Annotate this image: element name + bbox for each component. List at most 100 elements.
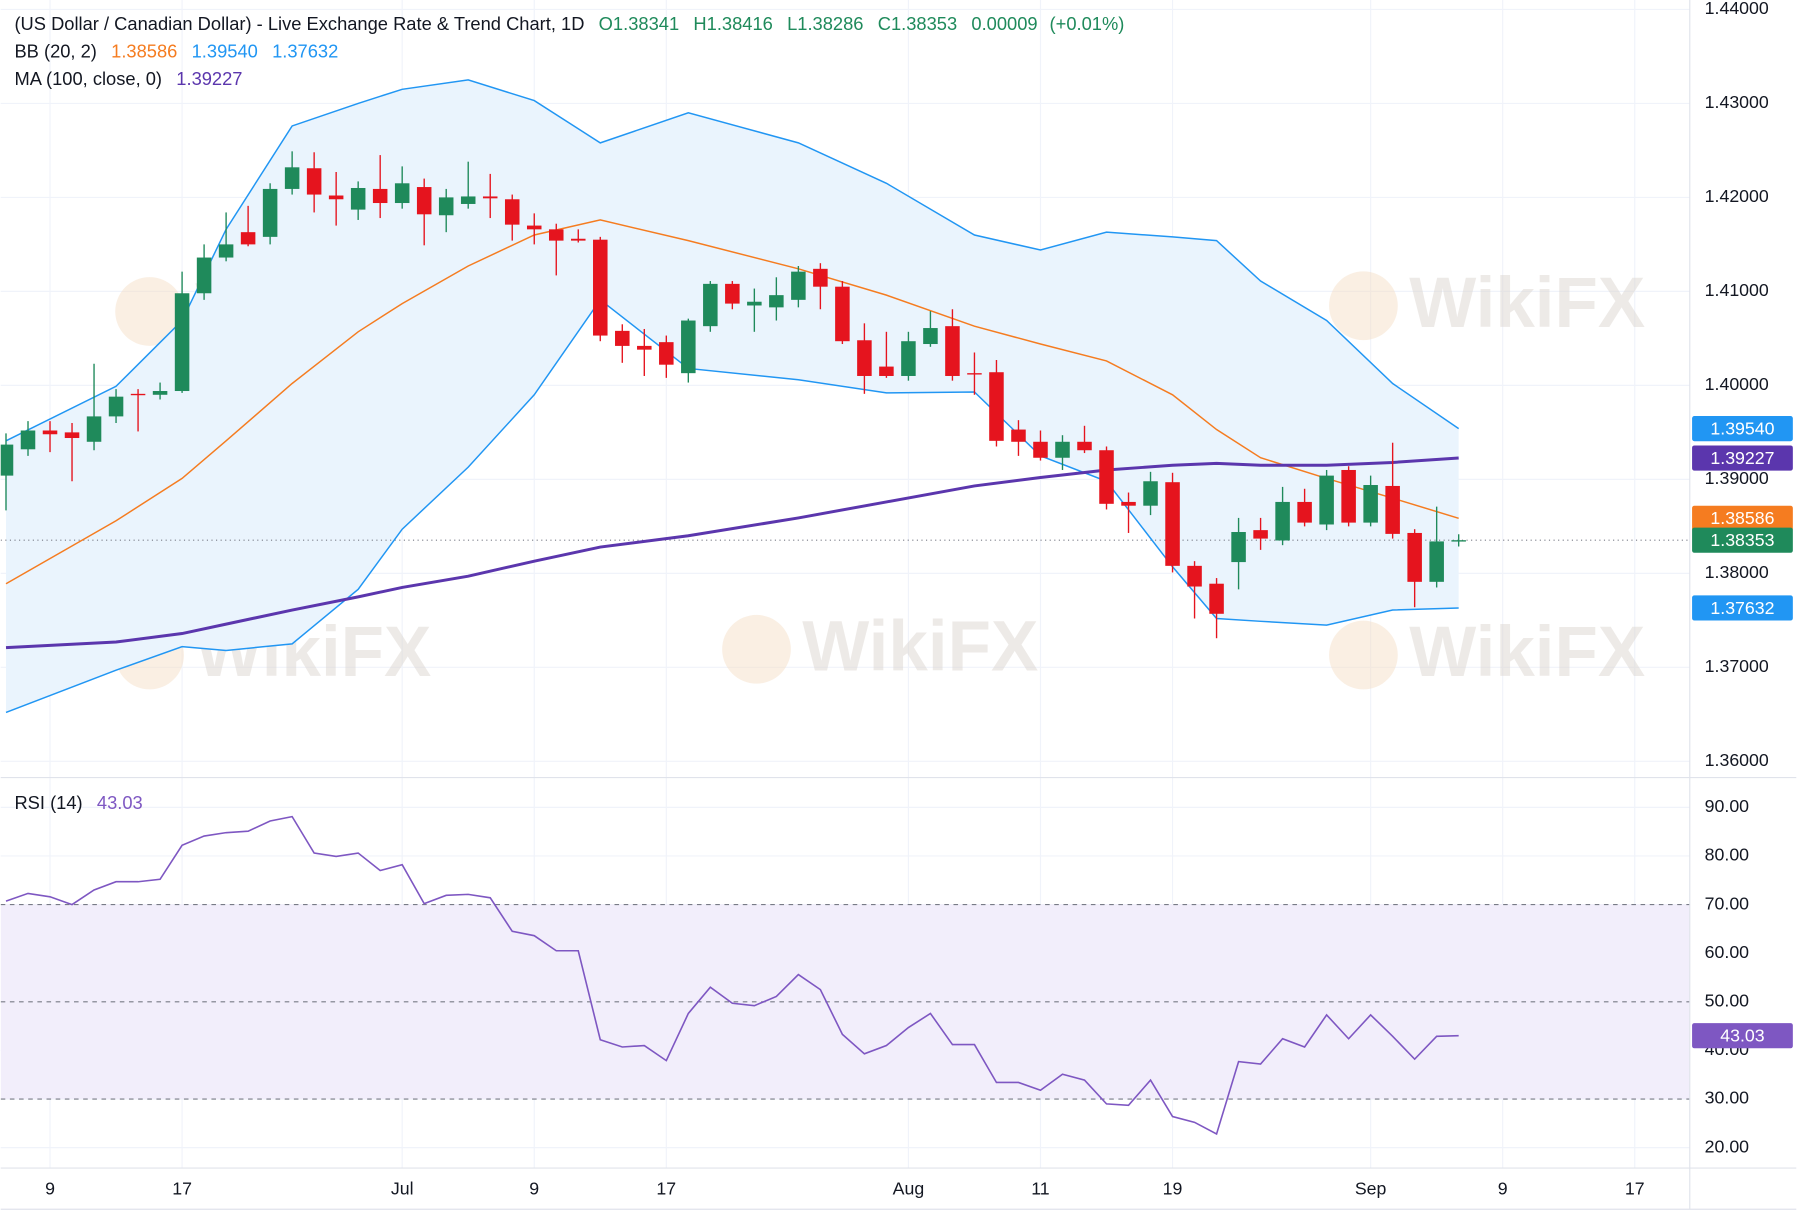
- candle-body: [967, 373, 982, 375]
- watermark-logo: [1329, 620, 1398, 690]
- price-pane: [0, 79, 1690, 714]
- candle-body: [42, 430, 58, 435]
- candle-body: [1143, 481, 1158, 506]
- rsi-tick-label: 60.00: [1705, 942, 1750, 962]
- candle-body: [1011, 429, 1026, 442]
- rsi-tick-label: 50.00: [1705, 990, 1750, 1010]
- candle-body: [1033, 441, 1048, 458]
- candle-body: [1253, 530, 1268, 539]
- candle-body: [262, 188, 278, 237]
- rsi-tick-label: 90.00: [1705, 796, 1750, 816]
- candle-body: [1385, 485, 1400, 534]
- rsi-line: [5, 815, 1459, 1136]
- rsi-tag: 43.03: [1720, 1026, 1765, 1046]
- x-tick-label: 9: [1498, 1178, 1508, 1198]
- candle-body: [372, 188, 388, 204]
- bb-legend: BB (20, 2) 1.38586 1.39540 1.37632: [14, 41, 338, 62]
- candle-body: [1121, 501, 1136, 506]
- overlay-line: [5, 456, 1459, 650]
- ma-tag-bg: [1692, 445, 1793, 471]
- candle-body: [857, 340, 872, 376]
- close-tag: 1.38353: [1710, 530, 1774, 550]
- candle-body: [504, 199, 520, 225]
- bb-middle-tag-bg: [1692, 505, 1793, 531]
- candle-body: [1275, 501, 1290, 541]
- y-tick-label: 1.41000: [1705, 280, 1769, 300]
- ma-name: MA (100, close, 0): [14, 68, 162, 89]
- candle-body: [108, 396, 124, 417]
- candle-body: [1055, 441, 1070, 458]
- x-tick-label: 17: [172, 1178, 192, 1198]
- watermark-logo: [1329, 271, 1398, 341]
- quote-low: L1.38286: [787, 13, 863, 34]
- candle-body: [945, 326, 960, 376]
- bb-name: BB (20, 2): [14, 41, 96, 62]
- candle-body: [64, 432, 80, 439]
- candle-body: [460, 196, 476, 204]
- candle-body: [174, 293, 190, 392]
- candle-body: [615, 330, 630, 346]
- candle-body: [1341, 469, 1356, 523]
- candle-body: [20, 430, 36, 450]
- candle-body: [218, 244, 234, 258]
- watermark: WikiFX: [1409, 613, 1645, 692]
- bb-lower-tag: 1.37632: [1710, 598, 1774, 618]
- header-line: (US Dollar / Canadian Dollar) - Live Exc…: [14, 13, 1124, 34]
- y-tick-label: 1.39000: [1705, 468, 1769, 488]
- candle-body: [328, 195, 344, 200]
- ma-value: 1.39227: [176, 68, 242, 89]
- candle-body: [306, 168, 322, 195]
- candle-body: [681, 320, 696, 374]
- candle-body: [637, 345, 652, 350]
- bb-lower-tag-bg: [1692, 595, 1793, 621]
- candle-body: [593, 239, 608, 336]
- rsi-name: RSI (14): [14, 792, 82, 813]
- rsi-value: 43.03: [97, 792, 143, 813]
- chart-title: (US Dollar / Canadian Dollar) - Live Exc…: [14, 13, 584, 34]
- quote-change: 0.00009: [971, 13, 1037, 34]
- x-tick-label: Jul: [391, 1178, 414, 1198]
- watermark-logo: [115, 277, 184, 346]
- candle-body: [1407, 532, 1422, 582]
- quote-open: O1.38341: [599, 13, 679, 34]
- candle-body: [152, 391, 168, 395]
- x-tick-label: Sep: [1355, 1178, 1387, 1198]
- bb-middle-tag: 1.38586: [1710, 508, 1774, 528]
- candle-body: [1099, 450, 1114, 504]
- x-tick-label: Aug: [893, 1178, 925, 1198]
- rsi-legend: RSI (14) 43.03: [14, 792, 142, 813]
- candle-body: [1187, 565, 1202, 587]
- y-tick-label: 1.40000: [1705, 374, 1769, 394]
- candle-body: [240, 232, 256, 245]
- y-tick-label: 1.36000: [1705, 750, 1769, 770]
- candle-body: [813, 268, 828, 287]
- bb-lower-value: 1.37632: [272, 41, 338, 62]
- rsi-pane: [0, 815, 1690, 1136]
- overlay-line: [5, 79, 1460, 442]
- candle-body: [923, 328, 938, 345]
- candle-body: [989, 372, 1004, 441]
- candle-body: [1077, 441, 1092, 451]
- candle-body: [879, 366, 894, 376]
- overlay-line: [5, 219, 1459, 585]
- x-tick-label: 11: [1031, 1178, 1049, 1198]
- quote-high: H1.38416: [693, 13, 772, 34]
- ma-legend: MA (100, close, 0) 1.39227: [14, 68, 242, 89]
- candle-body: [416, 187, 432, 215]
- rsi-tick-label: 20.00: [1705, 1136, 1750, 1156]
- candle-body: [548, 229, 564, 241]
- rsi-tick-label: 30.00: [1705, 1088, 1750, 1108]
- x-tick-label: 9: [45, 1178, 55, 1198]
- rsi-tick-label: 70.00: [1705, 893, 1750, 913]
- candle-body: [130, 393, 146, 396]
- candle-body: [1363, 485, 1378, 523]
- candle-body: [791, 271, 806, 300]
- candle-body: [1297, 501, 1312, 523]
- watermark: WikiFX: [1409, 264, 1645, 343]
- candle-body: [526, 225, 542, 230]
- candle-body: [1429, 541, 1444, 582]
- candle-body: [1319, 475, 1334, 525]
- y-tick-label: 1.44000: [1705, 0, 1769, 18]
